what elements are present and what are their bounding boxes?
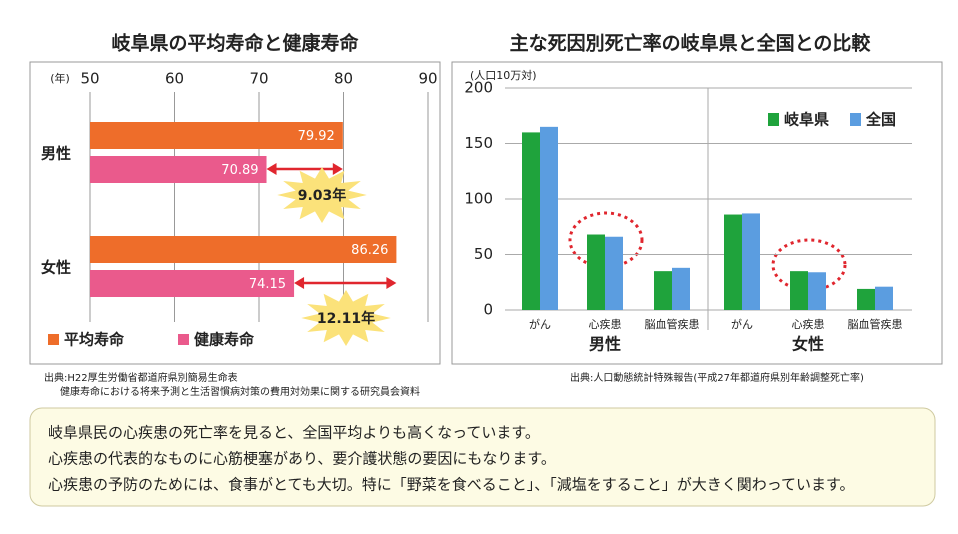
bar bbox=[90, 270, 295, 297]
source: 出典:H22厚生労働省都道府県別簡易生命表 bbox=[44, 371, 238, 384]
x-tick-label: 脳血管疾患 bbox=[848, 317, 903, 331]
x-tick-label: 心疾患 bbox=[792, 317, 825, 331]
bar bbox=[875, 286, 893, 310]
message-line: 心疾患の予防のためには、食事がとても大切。特に「野菜を食べること」、「減塩をする… bbox=[48, 476, 855, 494]
value-label: 79.92 bbox=[298, 129, 335, 144]
bar bbox=[654, 271, 672, 310]
starburst bbox=[301, 290, 391, 346]
y-tick-label: 男性 bbox=[41, 145, 71, 163]
legend-label: 岐阜県 bbox=[784, 111, 829, 129]
legend-swatch bbox=[178, 334, 189, 345]
value-label: 74.15 bbox=[249, 277, 286, 292]
annotation: 12.11年 bbox=[317, 310, 375, 327]
message-box bbox=[29, 407, 936, 507]
legend-label: 全国 bbox=[865, 111, 896, 129]
value-label: 70.89 bbox=[221, 163, 258, 178]
annotation: 9.03年 bbox=[298, 187, 347, 204]
highlight-circle bbox=[771, 238, 847, 292]
bar bbox=[724, 214, 742, 310]
arrow-head bbox=[266, 163, 277, 175]
legend-swatch bbox=[768, 113, 779, 126]
x-tick-label: 80 bbox=[334, 70, 353, 88]
x-tick-label: 70 bbox=[249, 70, 268, 88]
y-tick-label: 150 bbox=[464, 134, 493, 152]
bar bbox=[587, 234, 605, 310]
x-tick-label: 50 bbox=[80, 70, 99, 88]
bar bbox=[522, 132, 540, 310]
x-tick-label: 60 bbox=[165, 70, 184, 88]
legend-label: 健康寿命 bbox=[194, 331, 255, 349]
bar bbox=[742, 213, 760, 310]
bar bbox=[540, 126, 558, 310]
starburst bbox=[277, 167, 367, 223]
y-tick-label: 0 bbox=[483, 301, 493, 319]
y-tick-label: 100 bbox=[464, 190, 493, 208]
x-tick-label: がん bbox=[731, 317, 753, 331]
chart-title: 岐阜県の平均寿命と健康寿命 bbox=[111, 32, 359, 55]
legend-label: 平均寿命 bbox=[64, 331, 125, 349]
chart-title: 主な死因別死亡率の岐阜県と全国との比較 bbox=[510, 32, 872, 55]
arrow-head bbox=[294, 277, 305, 289]
bar bbox=[90, 122, 343, 149]
value-label: 86.26 bbox=[351, 243, 388, 258]
message-line: 岐阜県民の心疾患の死亡率を見ると、全国平均よりも高くなっています。 bbox=[48, 424, 540, 442]
y-tick-label: 50 bbox=[474, 245, 493, 263]
message-line: 心疾患の代表的なものに心筋梗塞があり、要介護状態の要因にもなります。 bbox=[48, 450, 556, 468]
bar bbox=[790, 271, 808, 310]
axis-label: (人口10万対) bbox=[470, 68, 537, 82]
bar bbox=[857, 288, 875, 310]
legend-swatch bbox=[850, 113, 861, 126]
y-tick-label: 女性 bbox=[41, 259, 71, 277]
arrow-head bbox=[386, 277, 397, 289]
x-tick-label: 心疾患 bbox=[589, 317, 622, 331]
x-tick-label: 90 bbox=[418, 70, 437, 88]
arrow-head bbox=[332, 163, 343, 175]
bar bbox=[672, 267, 690, 310]
source: 健康寿命における将来予測と生活習慣病対策の費用対効果に関する研究員会資料 bbox=[60, 385, 420, 398]
group-label: 男性 bbox=[589, 335, 621, 354]
source: 出典:人口動態統計特殊報告(平成27年都道府県別年齢調整死亡率) bbox=[570, 371, 864, 384]
axis-label: (年) bbox=[50, 71, 70, 85]
bar bbox=[605, 236, 623, 310]
bar bbox=[90, 156, 267, 183]
x-tick-label: 脳血管疾患 bbox=[645, 317, 700, 331]
x-tick-label: がん bbox=[529, 317, 551, 331]
bar bbox=[90, 236, 397, 263]
y-tick-label: 200 bbox=[464, 79, 493, 97]
group-label: 女性 bbox=[792, 335, 824, 354]
legend-swatch bbox=[48, 334, 59, 345]
bar bbox=[808, 272, 826, 310]
